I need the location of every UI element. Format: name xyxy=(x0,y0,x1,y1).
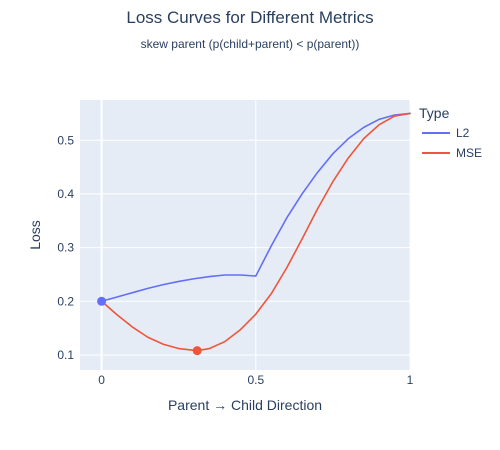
series-marker-mse xyxy=(192,346,202,356)
x-tick-label: 1 xyxy=(407,373,414,387)
tick-labels: 0.1 0.2 0.3 0.4 0.5 0 0.5 1 xyxy=(57,133,413,387)
legend: Type L2 MSE xyxy=(419,105,482,160)
series-line-mse xyxy=(100,112,411,352)
y-axis-label: Loss xyxy=(27,220,43,250)
grid-lines xyxy=(80,100,411,370)
y-tick-label: 0.1 xyxy=(57,348,74,362)
chart-subtitle: skew parent (p(child+parent) < p(parent)… xyxy=(141,37,360,51)
series-marker-l2 xyxy=(97,296,107,306)
y-tick-label: 0.4 xyxy=(57,187,74,201)
y-tick-label: 0.3 xyxy=(57,241,74,255)
x-axis-label: Parent → Child Direction xyxy=(168,397,322,413)
legend-label-mse: MSE xyxy=(456,146,482,160)
x-tick-label: 0.5 xyxy=(247,373,264,387)
chart-title: Loss Curves for Different Metrics xyxy=(126,8,373,27)
series-line-l2 xyxy=(100,112,411,303)
y-tick-label: 0.2 xyxy=(57,294,74,308)
legend-title: Type xyxy=(419,105,450,121)
series-layer xyxy=(97,112,411,356)
x-tick-label: 0 xyxy=(98,373,105,387)
y-tick-label: 0.5 xyxy=(57,133,74,147)
legend-label-l2: L2 xyxy=(456,126,470,140)
